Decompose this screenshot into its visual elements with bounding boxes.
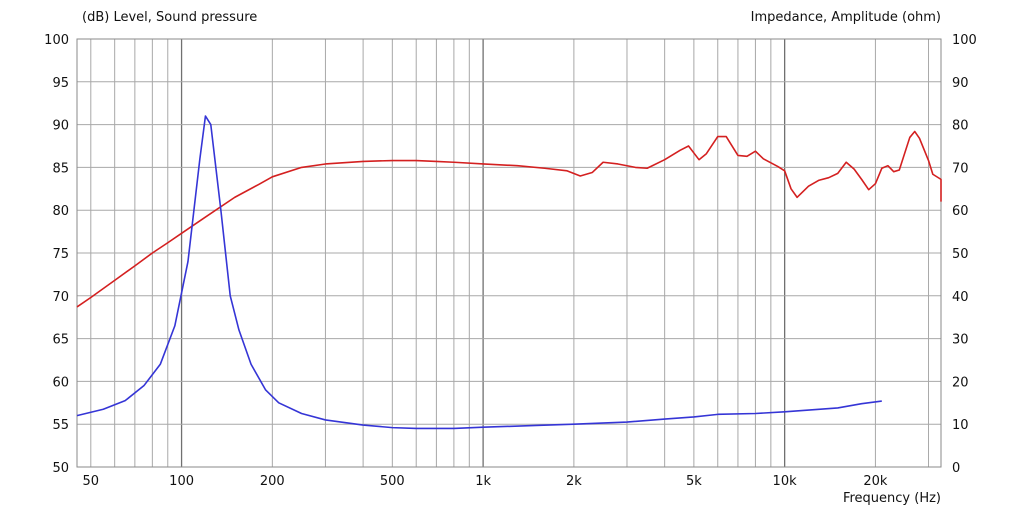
y-right-tick-label: 60 xyxy=(952,204,969,219)
y-right-tick-label: 20 xyxy=(952,375,969,390)
y-left-tick-label: 75 xyxy=(52,247,69,262)
y-right-tick-label: 0 xyxy=(952,461,960,476)
y-left-tick-label: 55 xyxy=(52,418,69,433)
y-right-tick-label: 40 xyxy=(952,290,969,305)
grid-lines xyxy=(77,38,941,468)
y-right-tick-label: 70 xyxy=(952,161,969,176)
y-left-tick-label: 50 xyxy=(52,461,69,476)
y-right-tick-label: 10 xyxy=(952,418,969,433)
y-right-tick-label: 90 xyxy=(952,76,969,91)
y-left-tick-label: 95 xyxy=(52,76,69,91)
y-left-tick-label: 100 xyxy=(44,33,69,48)
x-axis-label: Frequency (Hz) xyxy=(843,491,941,506)
y-left-tick-label: 60 xyxy=(52,375,69,390)
x-tick-label: 2k xyxy=(566,474,582,489)
x-tick-label: 20k xyxy=(863,474,888,489)
y-left-tick-label: 70 xyxy=(52,290,69,305)
sound-pressure-level-line xyxy=(76,130,942,308)
y-left-tick-label: 65 xyxy=(52,333,69,348)
y-right-tick-label: 100 xyxy=(952,33,977,48)
y-left-tick-label: 90 xyxy=(52,119,69,134)
y-right-tick-label: 80 xyxy=(952,119,969,134)
y-right-tick-label: 50 xyxy=(952,247,969,262)
series-lines xyxy=(76,115,942,430)
right-axis-label: Impedance, Amplitude (ohm) xyxy=(751,10,941,25)
x-tick-label: 500 xyxy=(380,474,405,489)
left-axis-label: (dB) Level, Sound pressure xyxy=(82,10,257,25)
y-left-tick-label: 80 xyxy=(52,204,69,219)
plot-frame xyxy=(76,38,942,468)
y-left-tick-label: 85 xyxy=(52,161,69,176)
x-tick-label: 1k xyxy=(475,474,491,489)
impedance-line xyxy=(76,115,882,430)
y-right-tick-label: 30 xyxy=(952,333,969,348)
x-tick-label: 10k xyxy=(773,474,798,489)
x-tick-label: 5k xyxy=(686,474,702,489)
x-tick-label: 100 xyxy=(169,474,194,489)
tick-labels: 1009590858075706560555010090807060504030… xyxy=(44,33,977,489)
x-tick-label: 200 xyxy=(260,474,285,489)
x-tick-label: 50 xyxy=(83,474,100,489)
